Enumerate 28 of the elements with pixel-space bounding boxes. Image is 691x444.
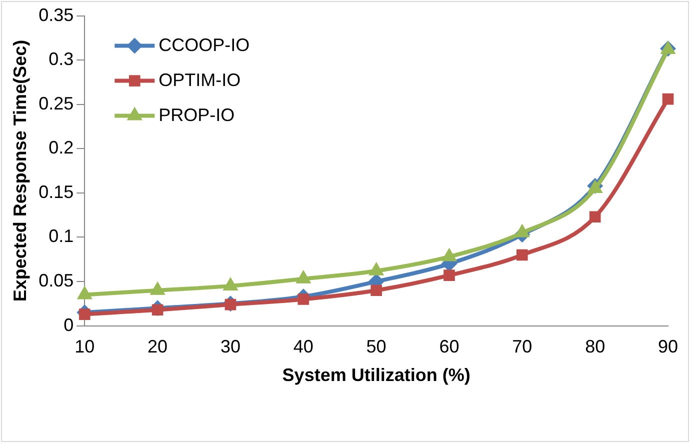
point [444,270,455,281]
y-tick-label: 0.2 [48,138,74,158]
y-tick-label: 0.3 [48,49,74,70]
x-tick-label: 30 [220,336,240,357]
point [516,249,528,261]
y-tick-label: 0.15 [38,182,74,202]
y-axis-title: Expected Response Time(Sec) [10,40,30,302]
point [662,93,674,105]
y-tick-label: 0.25 [38,93,74,114]
x-tick-label: 90 [658,336,678,357]
x-tick-label: 70 [512,336,532,357]
legend-label: OPTIM-IO [158,70,241,90]
legend-label: CCOOP-IO [158,34,250,55]
point [298,294,310,305]
x-tick-label: 20 [148,336,168,357]
y-tick-label: 0.1 [48,226,74,246]
y-tick-label: 0 [64,314,74,335]
x-axis-title: System Utilization (%) [282,365,470,386]
y-tick-label: 0.35 [38,4,74,25]
point [370,284,382,296]
x-tick-label: 40 [293,336,314,357]
y-tick-label: 0.05 [38,270,74,290]
x-tick-label: 80 [585,336,606,357]
x-tick-label: 50 [366,336,386,357]
x-tick-label: 60 [439,336,460,357]
legend-label: PROP-IO [158,104,235,125]
point [589,211,601,223]
x-tick-label: 10 [74,336,95,357]
